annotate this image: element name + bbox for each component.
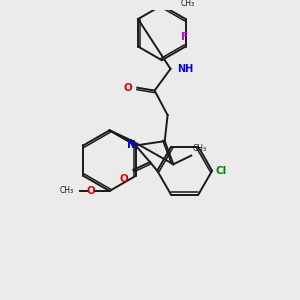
Text: N: N <box>128 140 136 150</box>
Text: O: O <box>120 174 128 184</box>
Text: CH₃: CH₃ <box>181 0 195 8</box>
Text: CH₃: CH₃ <box>59 187 74 196</box>
Text: O: O <box>86 186 95 196</box>
Text: F: F <box>181 32 188 42</box>
Text: Cl: Cl <box>215 166 226 176</box>
Text: CH₃: CH₃ <box>192 144 206 153</box>
Text: O: O <box>124 83 132 93</box>
Text: NH: NH <box>177 64 193 74</box>
